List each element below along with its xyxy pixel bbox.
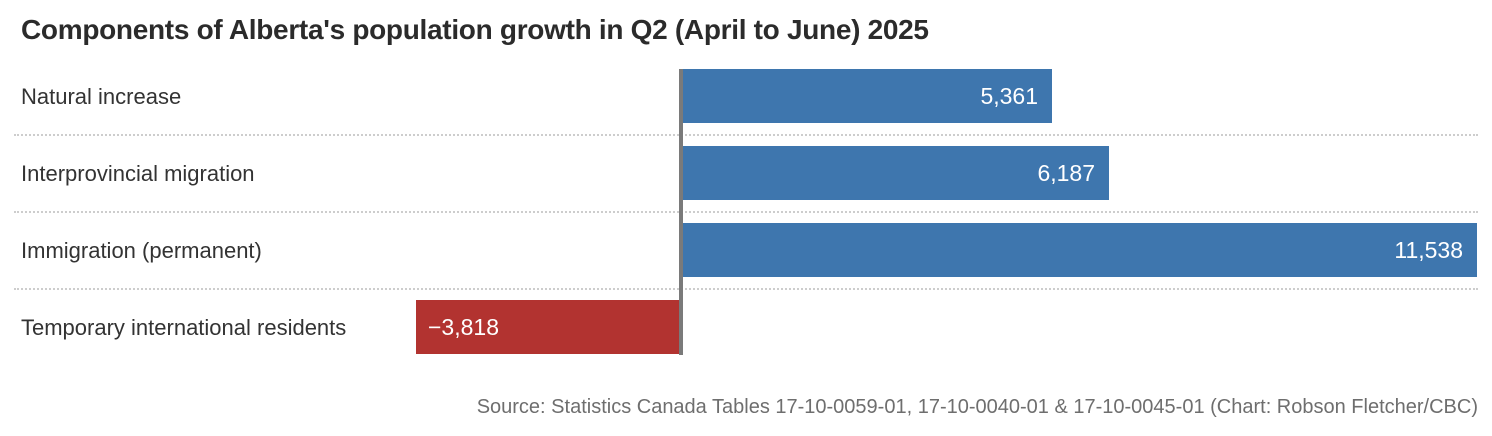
bar-positive: 11,538 <box>683 223 1477 277</box>
bar-row: Temporary international residents −3,818 <box>0 289 1492 366</box>
bar-row: Natural increase 5,361 <box>0 58 1492 136</box>
value-label: 5,361 <box>980 82 1038 109</box>
bar-negative: −3,818 <box>416 300 679 354</box>
chart-title: Components of Alberta's population growt… <box>21 14 929 45</box>
bar-row: Interprovincial migration 6,187 <box>0 135 1492 213</box>
category-label: Immigration (permanent) <box>21 237 262 263</box>
bar-rows: Natural increase 5,361 Interprovincial mig… <box>0 58 1492 366</box>
value-label: −3,818 <box>428 313 499 340</box>
bar-positive: 5,361 <box>683 69 1052 123</box>
bar-row: Immigration (permanent) 11,538 <box>0 212 1492 290</box>
value-label: 6,187 <box>1037 159 1095 186</box>
category-label: Temporary international residents <box>21 314 347 340</box>
value-label: 11,538 <box>1394 236 1463 263</box>
category-label: Interprovincial migration <box>21 160 255 186</box>
source-credit: Source: Statistics Canada Tables 17-10-0… <box>476 396 1478 418</box>
zero-axis-line <box>679 69 683 355</box>
category-label: Natural increase <box>21 83 182 109</box>
bar-positive: 6,187 <box>683 146 1109 200</box>
